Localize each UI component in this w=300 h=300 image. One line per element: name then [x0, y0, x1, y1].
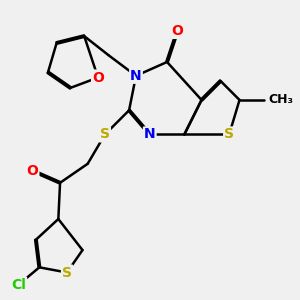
Text: CH₃: CH₃ [269, 94, 294, 106]
Text: S: S [224, 128, 234, 142]
Text: N: N [144, 128, 156, 142]
Text: N: N [130, 69, 142, 83]
Text: Cl: Cl [11, 278, 26, 292]
Text: S: S [100, 128, 110, 142]
Text: O: O [92, 70, 104, 85]
Text: O: O [26, 164, 38, 178]
Text: O: O [172, 24, 183, 38]
Text: S: S [62, 266, 72, 280]
